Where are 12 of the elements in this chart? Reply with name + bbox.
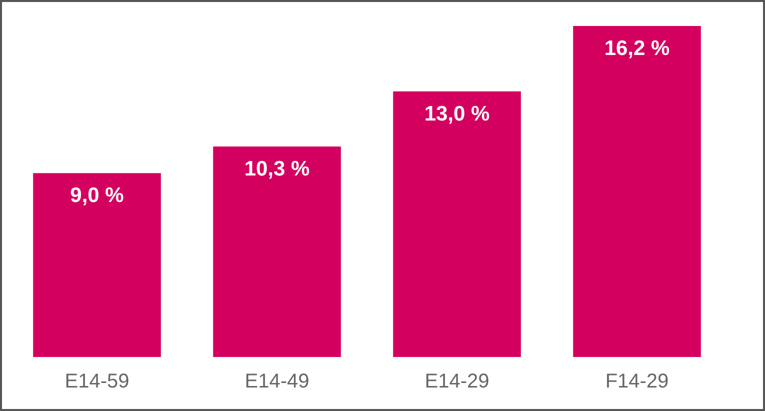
- bar: [393, 91, 521, 357]
- bar: [213, 146, 341, 357]
- x-tick-label: F14-29: [605, 370, 669, 392]
- x-tick-label: E14-29: [424, 370, 490, 392]
- data-label: 10,3 %: [244, 158, 310, 181]
- bar: [33, 173, 161, 357]
- data-label: 16,2 %: [604, 37, 670, 60]
- data-label: 13,0 %: [424, 102, 490, 126]
- x-tick-label: E14-49: [244, 370, 310, 392]
- bar: [573, 26, 701, 357]
- data-label: 9,0 %: [70, 184, 124, 208]
- x-tick-label: E14-59: [64, 370, 130, 392]
